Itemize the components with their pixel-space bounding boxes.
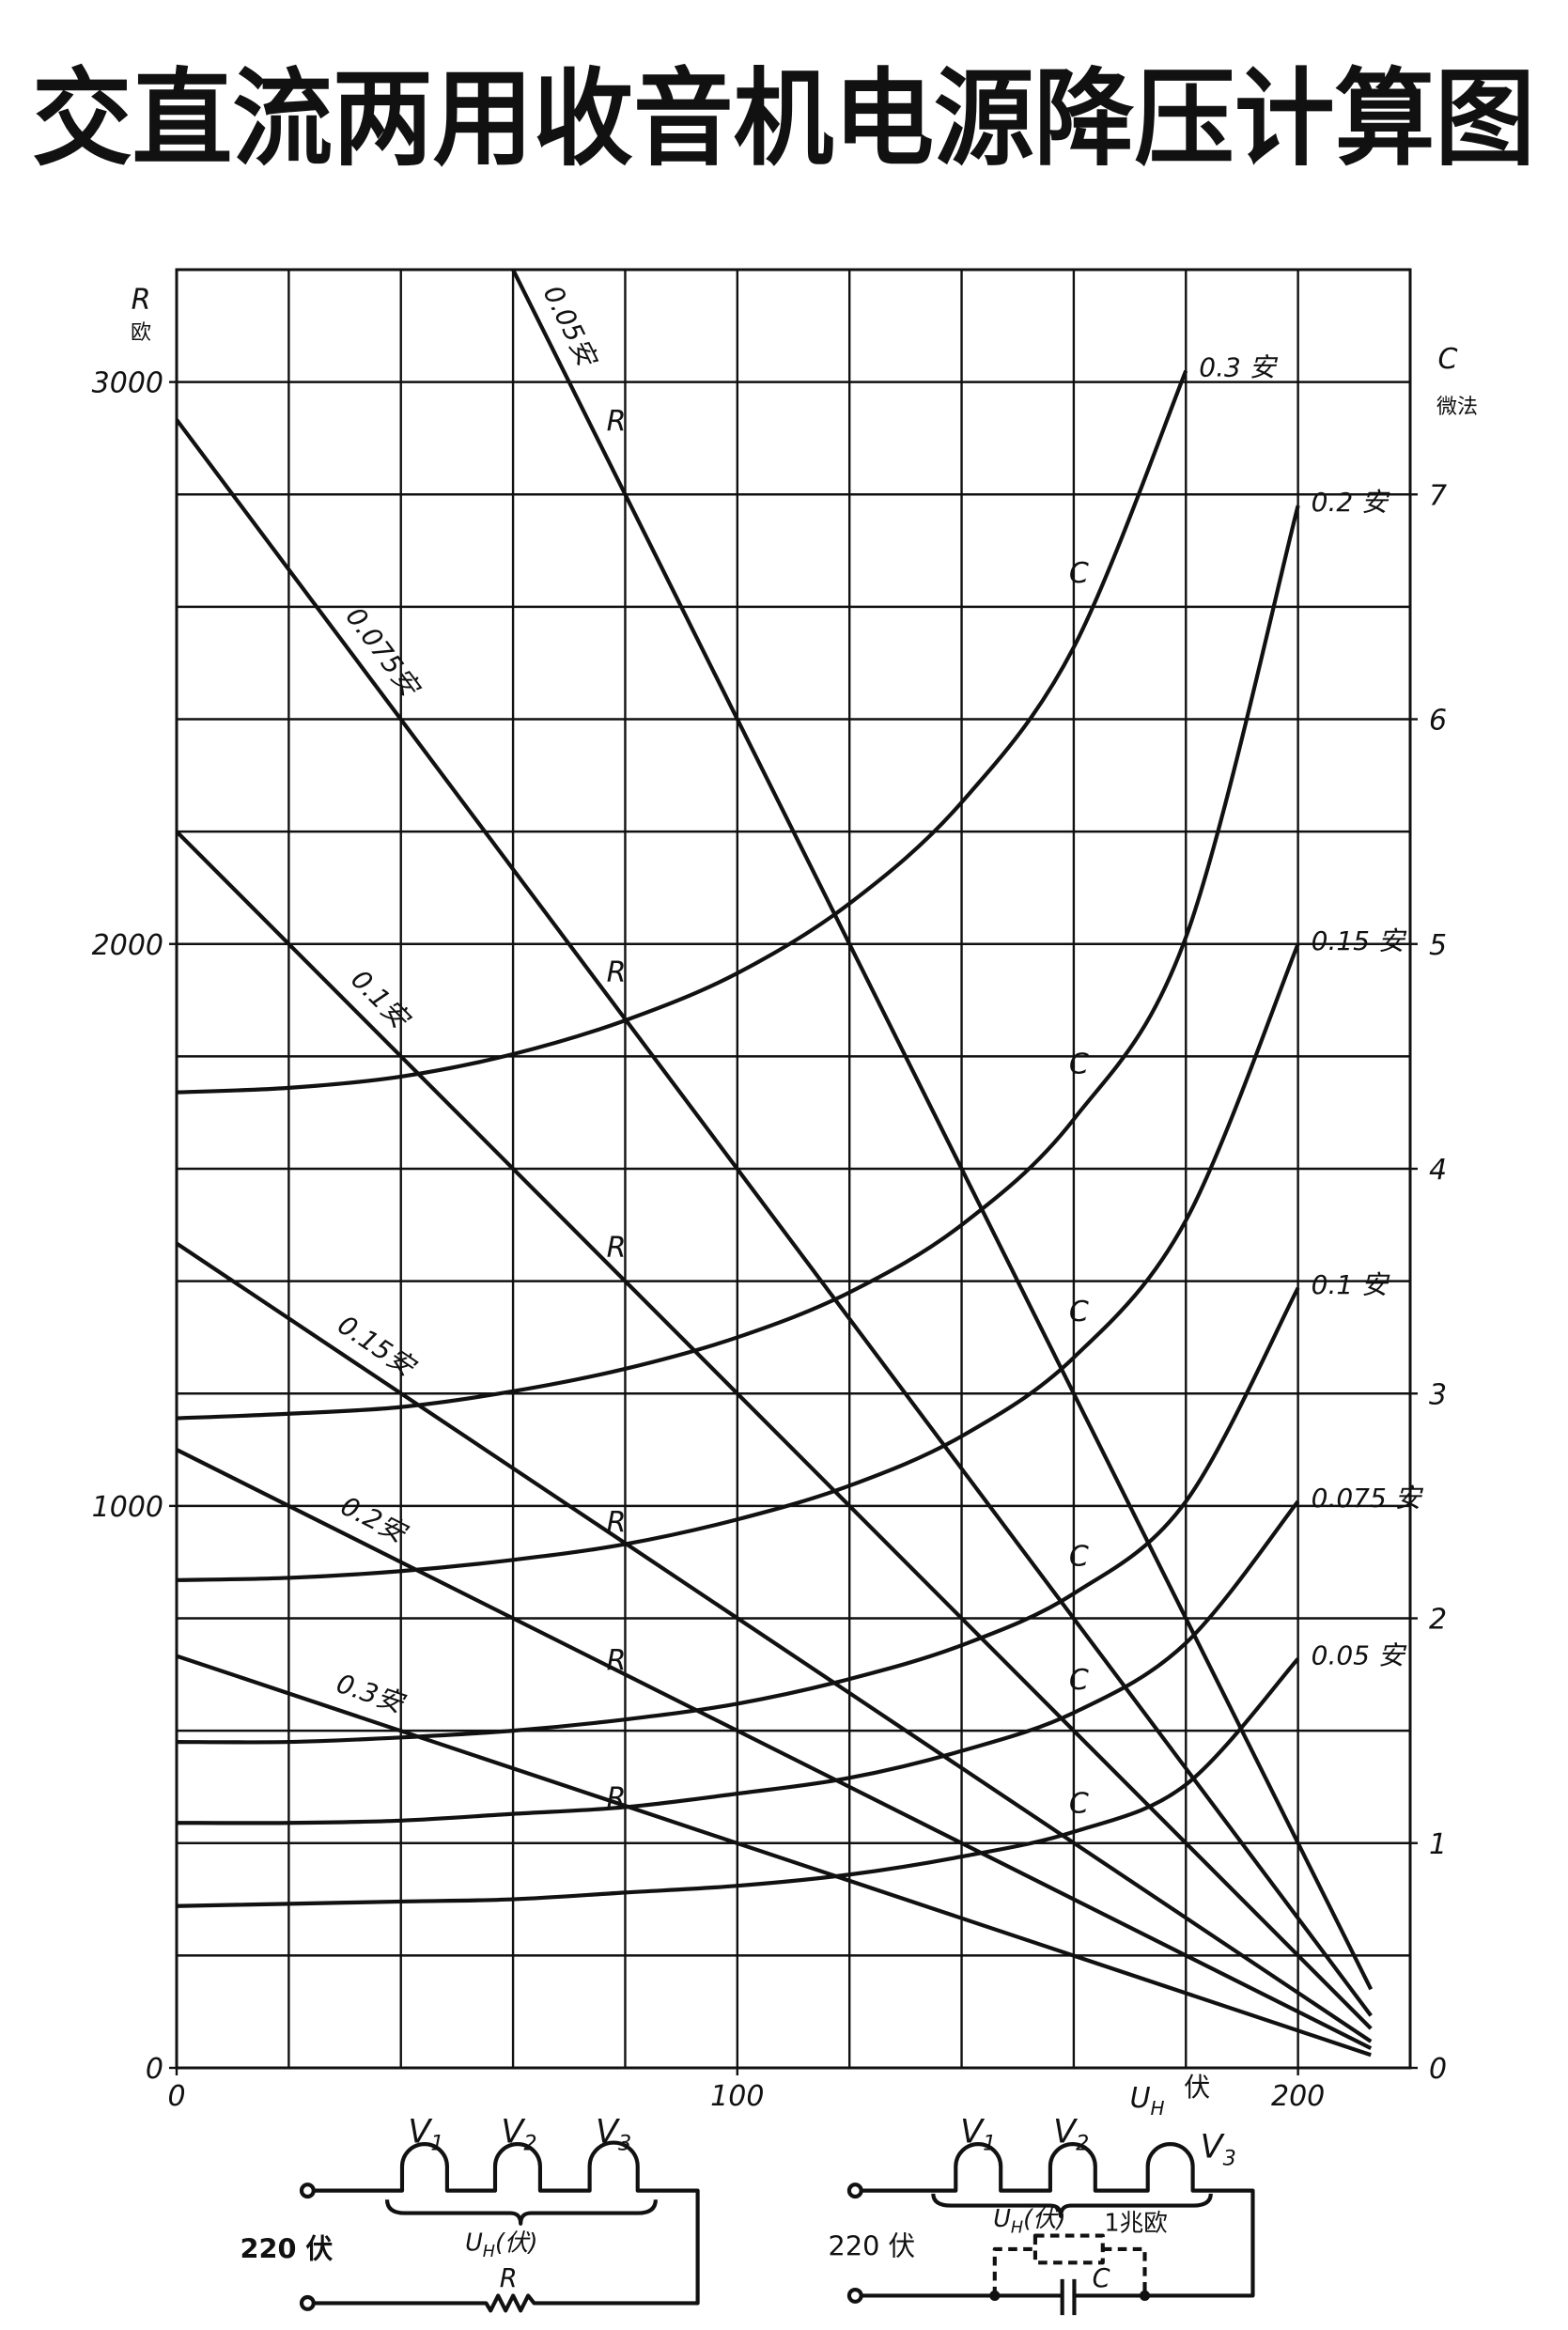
curve-letter: C [1069,1664,1089,1697]
curve-letter: C [1069,1541,1089,1574]
curve-C [176,369,1188,1095]
curve-C [176,1657,1300,1908]
curve-letter: R [607,406,627,439]
element-label: R [500,2264,518,2293]
curve-letter: R [607,1232,627,1265]
circuit-capacitor: V1 V2 V3 UH(伏) 1兆欧 220 伏 C [829,2113,1255,2316]
resistor-label: 1兆欧 [1104,2210,1167,2238]
y2-axis-label: C [1438,343,1458,376]
voltage-brace [384,2199,658,2226]
circuit-wire [861,2142,1255,2298]
chart-title: 交直流两用收音机电源降压计算图 [32,58,1535,180]
series-label: 0.05安 [537,281,604,373]
curve-letter: R [607,956,627,989]
tube-label: V3 [596,2113,631,2156]
y2-tick-label: 6 [1429,705,1447,738]
curve-R [175,830,1373,2030]
voltage-brace [931,2193,1213,2218]
capacitor [1060,2278,1077,2316]
voltage-label: UH(伏) [993,2205,1065,2237]
tube-label: V3 [1201,2127,1236,2170]
y-tick-label: 3000 [92,367,163,400]
circuit-resistor: V1 V2 V3 UH(伏) 220 伏 R [241,2113,700,2313]
x-axis-unit: 伏 [1184,2072,1210,2103]
curve-R [176,1448,1373,2050]
y-tick-label: 0 [146,2053,163,2086]
circuit-diagrams: V1 V2 V3 UH(伏) 220 伏 R V1 V2 V3 UH(伏) 1兆… [241,2113,1255,2316]
curve-letter: C [1069,557,1089,590]
curve-C [176,1499,1300,1825]
source-label: 220 伏 [829,2229,916,2261]
series-label: 0.05 安 [1312,1640,1407,1671]
y2-tick-label: 4 [1429,1154,1447,1187]
curve-R [511,269,1374,1991]
curve-R [175,418,1373,2017]
terminal [846,2287,863,2304]
y2-tick-label: 5 [1429,929,1447,962]
curve-R [176,1654,1372,2058]
resistor-box [1032,2233,1105,2265]
x-tick-label: 200 [1271,2080,1325,2113]
voltage-label: UH(伏) [465,2229,537,2261]
curve-C [176,505,1300,1421]
tube-label: V2 [1053,2113,1089,2156]
x-tick-label: 100 [710,2080,764,2113]
terminal [299,2294,316,2311]
y2-tick-label: 3 [1429,1378,1447,1411]
terminal [846,2182,863,2199]
series-label: 0.1 安 [1312,1269,1390,1300]
element-label: C [1093,2264,1110,2293]
y-axis-label: R [132,284,151,317]
node [1139,2290,1151,2301]
x-tick-label: 0 [167,2080,185,2113]
terminal [299,2182,316,2199]
y-tick-label: 2000 [92,929,163,962]
tube-label: V1 [960,2113,996,2156]
curve-letter: R [607,1644,627,1677]
y2-tick-label: 2 [1429,1604,1447,1637]
y-tick-label: 1000 [92,1491,163,1524]
tube-label: V1 [408,2113,443,2156]
circuit-wire [313,2140,700,2313]
source-label: 220 伏 [241,2232,334,2264]
series-label: 0.075 安 [1312,1483,1424,1514]
plot-frame [175,268,1412,2070]
curve-letter: C [1069,1048,1089,1081]
curve-C [176,942,1300,1582]
curve-letter: R [607,1507,627,1540]
series-label: 0.15安 [332,1309,422,1383]
series-label: 0.15 安 [1312,925,1407,956]
curve-letter: C [1069,1296,1089,1328]
y2-tick-label: 7 [1429,479,1447,512]
series-label: 0.2 安 [1312,487,1390,518]
tube-label: V2 [501,2113,536,2156]
y2-tick-label: 1 [1429,1828,1447,1861]
resistor-dashed [992,2246,1147,2296]
curve-letter: C [1069,1788,1089,1821]
curve-R [175,1241,1373,2043]
series-label: 0.1安 [345,964,417,1036]
x-axis-label: UH [1130,2082,1165,2120]
series-label: 0.3 安 [1199,352,1278,383]
y2-tick-label: 0 [1429,2053,1447,2086]
y-axis-unit: 欧 [131,321,151,345]
curve-C [176,1286,1300,1745]
y2-axis-unit: 微法 [1436,396,1478,419]
